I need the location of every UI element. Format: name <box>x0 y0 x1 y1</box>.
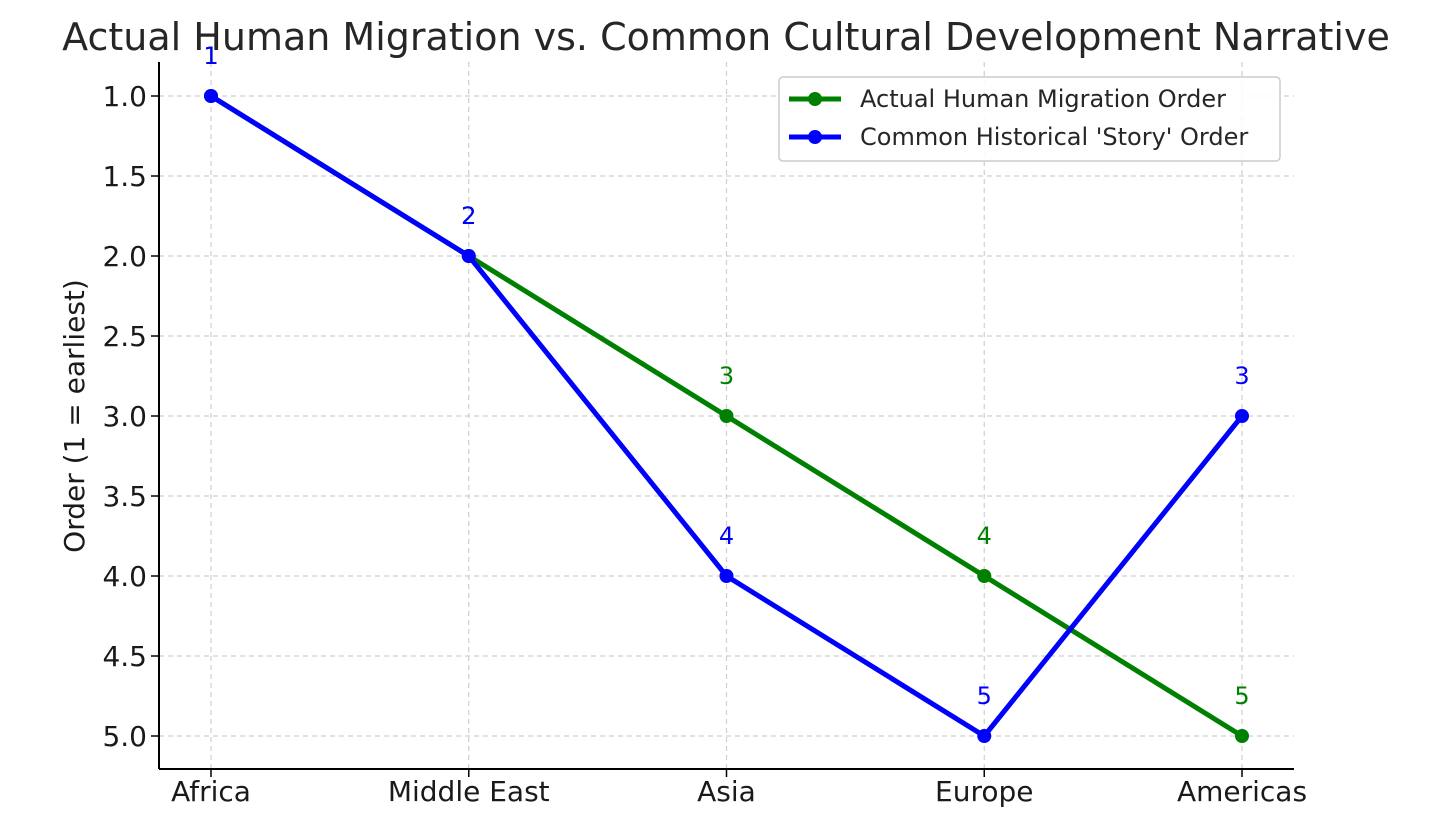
legend-swatch-marker <box>808 130 822 144</box>
data-label: 4 <box>977 522 992 550</box>
x-tick-label: Middle East <box>388 775 550 808</box>
legend-box <box>778 76 1281 162</box>
y-tick-label: 4.0 <box>102 560 147 593</box>
data-point <box>977 569 992 583</box>
data-label: 3 <box>1234 362 1249 390</box>
x-tick-labels: Africa Middle East Asia Europe Americas <box>171 769 1307 808</box>
x-tick-label: Asia <box>697 775 756 808</box>
y-tick-label: 1.0 <box>102 80 147 113</box>
x-tick-label: Europe <box>935 775 1033 808</box>
data-label: 2 <box>461 202 476 230</box>
data-label: 1 <box>203 42 218 70</box>
data-label: 5 <box>977 682 992 710</box>
data-label: 4 <box>719 522 734 550</box>
y-axis-label: Order (1 = earliest) <box>58 279 91 553</box>
legend-label: Actual Human Migration Order <box>860 85 1226 113</box>
series-2: 1 2 4 5 3 <box>203 42 1250 743</box>
y-tick-labels: 1.0 1.5 2.0 2.5 3.0 3.5 4.0 4.5 5.0 <box>102 80 159 753</box>
y-tick-label: 1.5 <box>102 160 147 193</box>
x-tick-label: Africa <box>171 775 251 808</box>
data-point <box>1235 729 1249 743</box>
data-label: 5 <box>1234 682 1249 710</box>
data-point <box>461 249 476 263</box>
y-tick-label: 3.0 <box>102 400 147 433</box>
y-tick-label: 3.5 <box>102 480 147 513</box>
data-point <box>719 409 734 423</box>
data-point <box>977 729 992 743</box>
y-tick-label: 2.5 <box>102 320 147 353</box>
x-tick-label: Americas <box>1177 775 1307 808</box>
data-label: 2 <box>461 202 476 230</box>
y-tick-label: 4.5 <box>102 640 147 673</box>
y-tick-label: 2.0 <box>102 240 147 273</box>
chart-title: Actual Human Migration vs. Common Cultur… <box>62 15 1390 59</box>
y-tick-label: 5.0 <box>102 720 147 753</box>
data-point <box>719 569 734 583</box>
data-label: 3 <box>719 362 734 390</box>
data-label: 1 <box>203 42 218 70</box>
legend-swatch-marker <box>808 92 822 106</box>
legend: Actual Human Migration Order Common Hist… <box>778 76 1281 162</box>
data-point <box>204 89 218 103</box>
legend-label: Common Historical 'Story' Order <box>860 123 1248 151</box>
series-group: 1 2 3 4 51 2 4 5 3 <box>203 42 1250 743</box>
data-point <box>1235 409 1249 423</box>
